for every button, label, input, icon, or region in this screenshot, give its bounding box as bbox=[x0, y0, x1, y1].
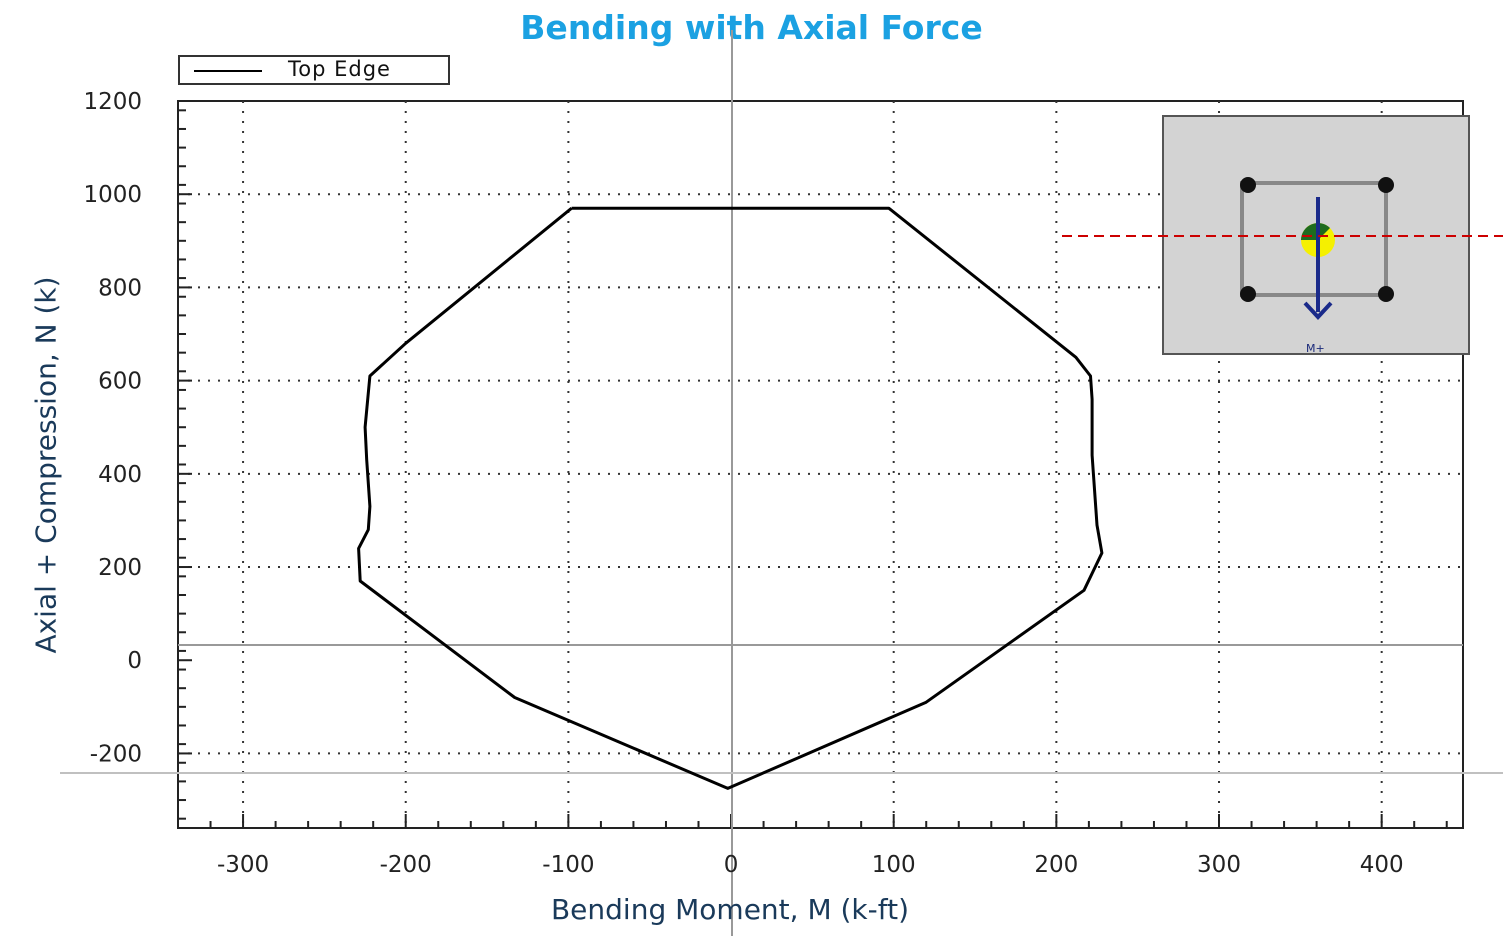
legend-entry-top-edge: Top Edge bbox=[288, 57, 391, 81]
x-tick-labels: -300 -200 -100 0 100 200 300 400 bbox=[217, 852, 1404, 878]
x-tick-label: -100 bbox=[542, 852, 594, 878]
legend-line-swatch bbox=[194, 70, 262, 72]
rebar-bottom-left bbox=[1240, 286, 1256, 302]
x-tick-label: -300 bbox=[217, 852, 269, 878]
y-axis-label: Axial + Compression, N (k) bbox=[29, 276, 63, 654]
y-tick-label: 0 bbox=[127, 648, 142, 674]
x-tick-label: 0 bbox=[724, 852, 739, 878]
section-inset: M+ bbox=[1162, 115, 1470, 355]
y-tick-label: 400 bbox=[98, 462, 142, 488]
stirrup bbox=[1240, 181, 1388, 297]
y-tick-label: 600 bbox=[98, 369, 142, 395]
x-tick-label: 200 bbox=[1034, 852, 1078, 878]
rebar-top-left bbox=[1240, 177, 1256, 193]
y-tick-labels: -200 0 200 400 600 800 1000 1200 bbox=[83, 89, 142, 767]
moment-arrow-head bbox=[1303, 301, 1333, 320]
section-diagram bbox=[1240, 177, 1394, 320]
y-tick-label: -200 bbox=[90, 741, 142, 767]
x-axis-label: Bending Moment, M (k-ft) bbox=[550, 893, 910, 926]
rebar-bottom-right bbox=[1378, 286, 1394, 302]
y-tick-label: 1200 bbox=[83, 89, 142, 115]
y-tick-label: 800 bbox=[98, 275, 142, 301]
y-tick-label: 200 bbox=[98, 555, 142, 581]
legend: Top Edge bbox=[178, 55, 450, 85]
chart-title: Bending with Axial Force bbox=[520, 8, 983, 47]
series-group bbox=[357, 206, 1104, 790]
x-tick-label: 300 bbox=[1197, 852, 1241, 878]
series-line-top-edge bbox=[357, 206, 1104, 790]
y-tick-label: 1000 bbox=[83, 182, 142, 208]
x-tick-label: 400 bbox=[1360, 852, 1404, 878]
x-tick-label: -200 bbox=[380, 852, 432, 878]
rebar-top-right bbox=[1378, 177, 1394, 193]
moment-direction-label: M+ bbox=[1306, 342, 1325, 355]
x-tick-label: 100 bbox=[872, 852, 916, 878]
